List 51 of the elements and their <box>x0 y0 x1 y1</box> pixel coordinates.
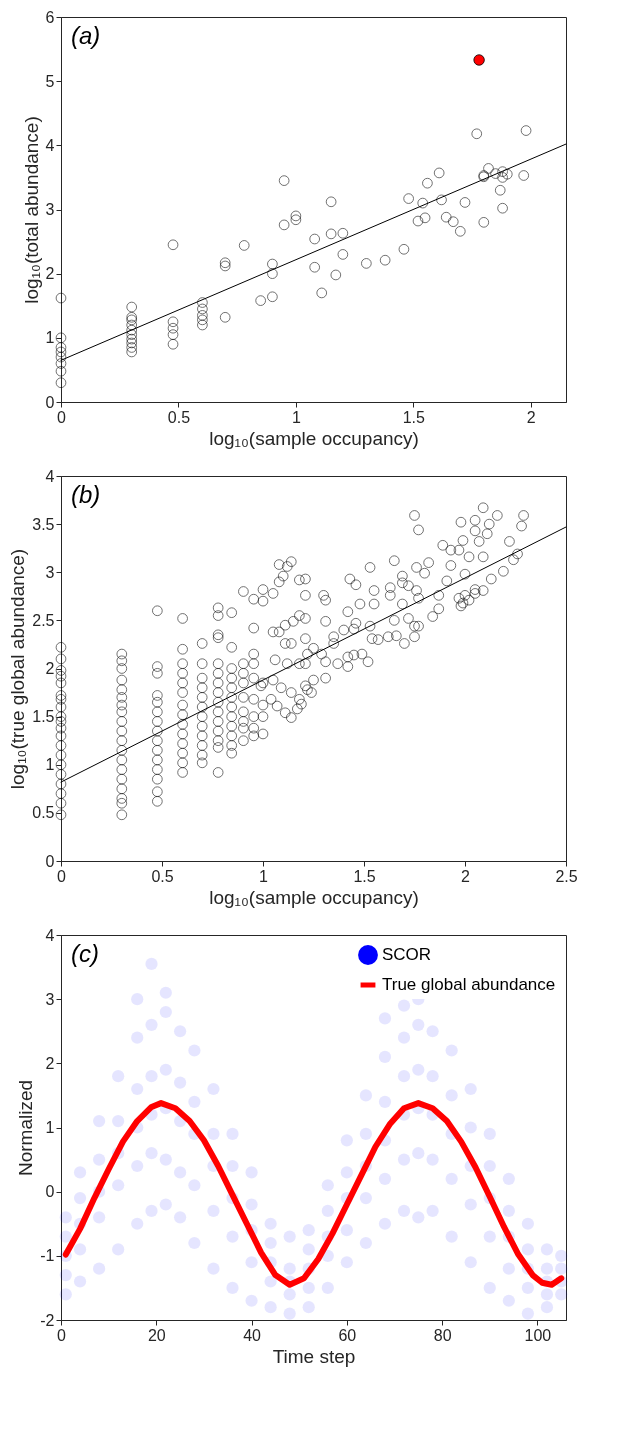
x-tick-label: 0 <box>57 867 67 885</box>
y-tick-label: 5 <box>45 72 55 90</box>
x-tick-label: 80 <box>433 1326 452 1344</box>
annotation: (c) <box>71 940 99 967</box>
annotation: (b) <box>71 481 101 508</box>
y-tick-label: 2 <box>45 265 55 283</box>
legend-label: True global abundance <box>382 975 556 994</box>
y-tick-label: 2 <box>45 660 55 677</box>
y-axis-title: log₁₀(total abundance) <box>20 116 42 304</box>
x-tick-label: 2.5 <box>555 867 578 885</box>
y-tick-label: 2.5 <box>32 611 55 629</box>
y-tick-label: 0 <box>45 852 55 870</box>
y-tick-label: 3 <box>45 563 55 581</box>
x-axis-title: log₁₀(sample occupancy) <box>209 427 419 449</box>
x-tick-label: 1.5 <box>353 867 376 885</box>
y-tick-label: 4 <box>45 467 55 485</box>
y-tick-label: 3 <box>45 990 55 1008</box>
y-tick-label: 2 <box>45 1054 55 1072</box>
x-tick-label: 1.5 <box>402 408 426 426</box>
y-tick-label: 3.5 <box>32 515 55 533</box>
y-tick-label: 0 <box>45 393 55 411</box>
y-tick-label: 0.5 <box>32 804 55 822</box>
x-tick-label: 40 <box>243 1326 262 1344</box>
y-tick-label: 6 <box>45 8 55 26</box>
y-tick-label: 1 <box>45 756 55 774</box>
x-tick-label: 0 <box>57 408 67 426</box>
y-tick-label: -1 <box>40 1247 55 1265</box>
x-tick-label: 1 <box>291 408 301 426</box>
y-tick-label: 1.5 <box>32 708 55 726</box>
y-tick-label: -2 <box>40 1311 55 1329</box>
annotation: (a) <box>71 22 101 49</box>
y-tick-label: 0 <box>45 1183 55 1201</box>
y-axis-title: Normalized <box>15 1079 37 1177</box>
x-tick-label: 1 <box>259 867 269 885</box>
x-tick-label: 20 <box>147 1326 166 1344</box>
x-tick-label: 0.5 <box>167 408 191 426</box>
x-tick-label: 0.5 <box>151 867 174 885</box>
x-tick-label: 0 <box>57 1326 67 1344</box>
x-axis-title: log₁₀(sample occupancy) <box>209 886 419 908</box>
x-tick-label: 2 <box>526 408 536 426</box>
y-tick-label: 1 <box>45 329 55 347</box>
x-tick-label: 100 <box>524 1326 552 1344</box>
y-axis-title: log₁₀(true global abundance) <box>7 548 29 790</box>
x-axis-title: Time step <box>272 1345 356 1367</box>
x-tick-label: 2 <box>461 867 471 885</box>
x-tick-label: 60 <box>338 1326 357 1344</box>
y-tick-label: 3 <box>45 201 55 218</box>
y-tick-label: 4 <box>45 136 55 154</box>
y-tick-label: 1 <box>45 1119 55 1136</box>
y-tick-label: 4 <box>45 926 55 944</box>
legend-label: SCOR <box>382 945 432 964</box>
